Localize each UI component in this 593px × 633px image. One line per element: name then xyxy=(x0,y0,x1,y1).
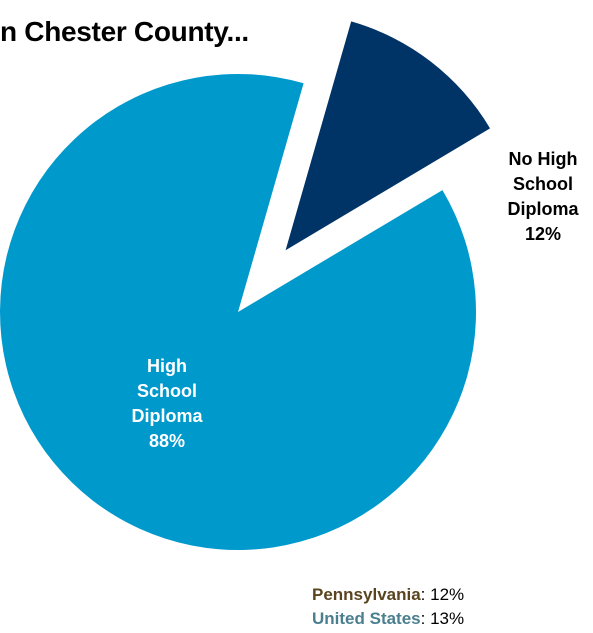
comparison-name: Pennsylvania xyxy=(312,585,421,604)
pie-slice xyxy=(285,21,491,251)
pie-labels: No High School Diploma 12% High School Diploma… xyxy=(131,149,579,451)
pie-slice xyxy=(0,74,477,551)
comparison-list: Pennsylvania: 12% United States: 13% xyxy=(312,583,464,631)
pie-slice-label: High School Diploma 88% xyxy=(131,356,203,451)
comparison-row-pennsylvania: Pennsylvania: 12% xyxy=(312,585,465,604)
comparison-name: United States xyxy=(312,609,421,628)
pie-slices xyxy=(0,21,491,551)
comparison-value: 13% xyxy=(430,609,465,628)
pie-slice-label: No High School Diploma 12% xyxy=(507,149,579,244)
comparison-value: 12% xyxy=(430,585,465,604)
comparison-row-united-states: United States: 13% xyxy=(312,609,465,628)
chart-title: n Chester County... xyxy=(0,16,249,47)
